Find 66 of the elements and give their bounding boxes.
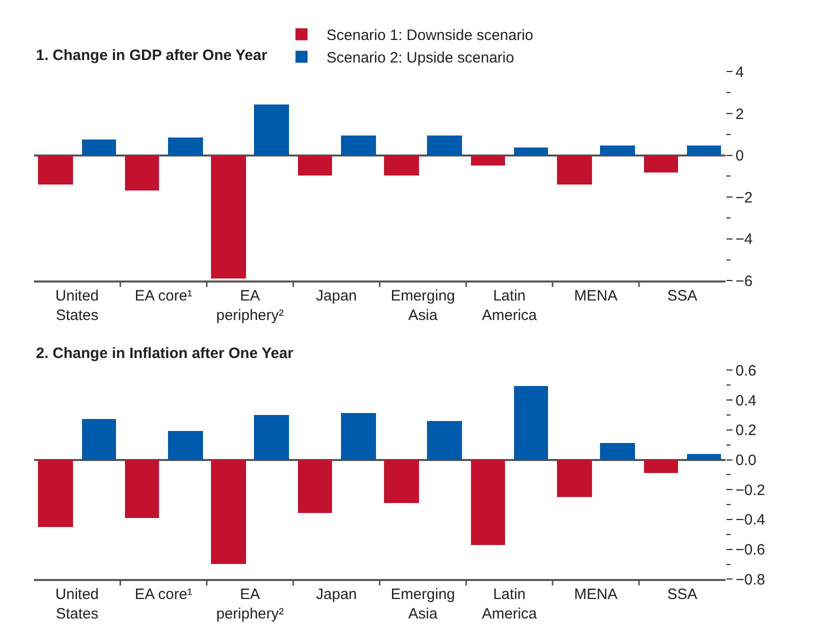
x-tick-label: EA core¹ (134, 287, 192, 304)
y-tick-label: −2 (736, 189, 753, 206)
x-tick-label: Japan (316, 586, 357, 603)
bar (210, 460, 246, 564)
x-tick-label: Emerging Asia (390, 287, 455, 324)
bar (124, 156, 159, 191)
bar (254, 415, 289, 460)
chart-title: 1. Change in GDP after One Year (36, 47, 268, 64)
y-tick-label: −6 (736, 272, 753, 290)
bar (600, 146, 635, 156)
bar (210, 156, 246, 279)
bar (644, 460, 678, 474)
bar (426, 421, 462, 460)
bar (514, 148, 548, 156)
bar (340, 413, 376, 460)
bar (470, 156, 505, 166)
y-tick-label: 0.0 (736, 452, 756, 470)
bar (168, 431, 203, 460)
y-tick-label: −0.4 (736, 512, 766, 529)
bar (168, 138, 203, 156)
bar (556, 156, 592, 185)
bar (556, 460, 592, 498)
bar (298, 460, 332, 514)
bar (82, 419, 116, 460)
bar (254, 104, 289, 156)
bar (426, 136, 462, 156)
y-tick-label: 0.2 (736, 422, 756, 440)
bar (38, 156, 73, 185)
y-tick-label: 0 (736, 148, 744, 165)
bar (124, 460, 159, 518)
y-tick-label: 2 (736, 106, 744, 123)
bar (686, 146, 721, 156)
bar (470, 460, 505, 546)
y-tick-label: 4 (736, 64, 744, 81)
y-tick-label: 0.6 (736, 362, 756, 380)
legend-label: Scenario 2: Upside scenario (326, 50, 514, 67)
x-tick-label: SSA (667, 586, 698, 603)
x-tick-label: EA core¹ (134, 586, 192, 603)
bar (514, 386, 548, 460)
x-tick-label: MENA (574, 287, 618, 304)
bar (38, 460, 73, 528)
bar (384, 156, 419, 176)
x-tick-label: Latin America (482, 287, 538, 324)
y-tick-label: −0.6 (736, 542, 766, 559)
bar (600, 443, 635, 460)
x-tick-label: MENA (574, 586, 618, 603)
bar (686, 454, 721, 460)
y-tick-label: −0.8 (736, 571, 766, 588)
legend-label: Scenario 1: Downside scenario (326, 27, 534, 44)
x-tick-label: Emerging Asia (390, 586, 455, 622)
x-tick-label: Japan (316, 287, 357, 304)
x-tick-label: SSA (667, 287, 698, 304)
bar (340, 136, 376, 156)
y-tick-label: 0.4 (736, 392, 756, 410)
bar (298, 156, 332, 176)
x-tick-label: EA periphery² (216, 287, 284, 324)
x-tick-label: United States (55, 287, 99, 324)
bar (644, 156, 678, 173)
bar (82, 140, 116, 156)
y-tick-label: −4 (736, 231, 753, 248)
y-tick-label: −0.2 (736, 482, 766, 499)
bar (384, 460, 419, 504)
x-tick-label: Latin America (482, 586, 538, 622)
x-tick-label: United States (55, 586, 99, 622)
x-tick-label: EA periphery² (216, 586, 284, 622)
chart-title: 2. Change in Inflation after One Year (36, 345, 294, 362)
